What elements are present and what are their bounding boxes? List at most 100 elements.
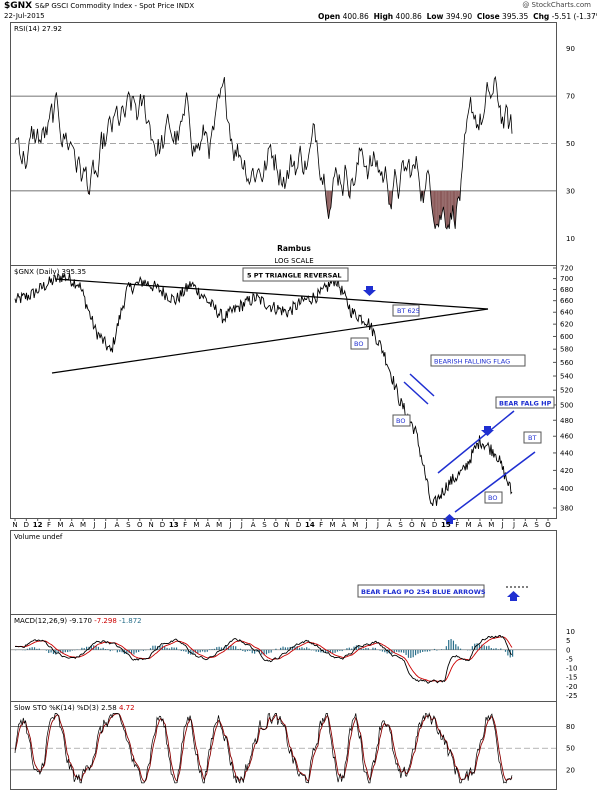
x-tick-label: O — [409, 521, 415, 529]
price-tick-label: 680 — [560, 286, 573, 294]
x-tick-label: A — [387, 521, 392, 529]
macd-hist-bar — [154, 645, 156, 650]
x-tick-label: J — [240, 521, 243, 529]
panel-frames — [10, 22, 557, 790]
macd-hist-bar — [187, 649, 189, 654]
macd-hist-bar — [313, 649, 315, 651]
macd-hist-bar — [384, 649, 386, 653]
arrow-up-icon — [443, 514, 456, 524]
x-tick-label: F — [47, 521, 51, 529]
macd-hist-bar — [199, 649, 201, 653]
price-tick-label: 660 — [560, 297, 573, 305]
macd-hist-bar — [391, 649, 393, 654]
low-value: 394.90 — [445, 12, 473, 21]
macd-hist-bar — [280, 647, 282, 650]
macd-hist-bar — [388, 649, 391, 654]
bear-flag-note-box — [357, 584, 485, 598]
macd-hist-bar — [426, 649, 428, 652]
volume-label: Volume undef — [14, 533, 63, 541]
x-tick-label: F — [319, 521, 323, 529]
macd-hist-bar — [180, 649, 182, 652]
rsi-oversold-fill — [329, 190, 331, 211]
x-tick-label: M — [57, 521, 63, 529]
macd-hist-bar — [306, 647, 308, 650]
macd-hist-bar — [36, 648, 38, 650]
triangle-lower-line — [51, 308, 489, 374]
macd-hist-bar — [393, 649, 395, 653]
price-label: $GNX (Daily) 395.35 — [14, 268, 86, 276]
rsi-oversold-fill — [458, 190, 460, 201]
open-label: Open — [318, 12, 341, 21]
macd-hist-bar — [405, 649, 407, 655]
x-tick-label: J — [92, 521, 95, 529]
sto-tick-label: 80 — [566, 723, 575, 731]
macd-tick-label: -20 — [566, 683, 577, 691]
x-tick-label: 13 — [169, 521, 179, 529]
low-label: Low — [426, 12, 444, 21]
x-tick-label: J — [104, 521, 107, 529]
x-tick-label: M — [488, 521, 494, 529]
volume-panel-frame — [10, 530, 557, 615]
rsi-oversold-fill — [450, 190, 452, 220]
x-tick-label: M — [193, 521, 199, 529]
macd-hist-bar — [57, 649, 59, 653]
macd-hist-bar — [296, 646, 298, 650]
macd-hist-bar — [237, 648, 239, 650]
macd-hist-bar — [481, 644, 483, 650]
x-tick-label: A — [69, 521, 74, 529]
price-tick-label: 640 — [560, 309, 573, 317]
open-value: 400.86 — [342, 12, 369, 21]
macd-hist-bar — [55, 649, 57, 655]
annotation-bo2: BO — [396, 417, 405, 425]
x-tick-label: J — [376, 521, 379, 529]
macd-hist-bar — [315, 649, 317, 652]
macd-hist-bar — [239, 648, 242, 650]
macd-hist-bar — [346, 648, 348, 650]
macd-hist-bar — [218, 646, 220, 650]
macd-hist-bar — [410, 649, 412, 658]
macd-hist-bar — [353, 646, 355, 650]
price-panel-frame — [10, 265, 557, 519]
x-tick-label: D — [432, 521, 437, 529]
macd-hist-bar — [197, 649, 199, 654]
macd-hist-bar — [308, 648, 310, 650]
rsi-tick-label: 10 — [566, 235, 575, 243]
macd-tick-label: -15 — [566, 674, 577, 682]
price-tick-label: 500 — [560, 401, 573, 409]
rsi-oversold-fill — [388, 190, 391, 205]
price-tick-label: 700 — [560, 275, 573, 283]
x-tick-label: M — [216, 521, 222, 529]
macd-hist-bar — [441, 649, 443, 650]
macd-hist-bar — [64, 649, 66, 653]
macd-hist-bar — [332, 649, 334, 654]
macd-hist-bar — [164, 646, 166, 650]
macd-hist-bar — [478, 644, 481, 650]
x-tick-label: F — [455, 521, 459, 529]
macd-hist-bar — [130, 649, 133, 655]
macd-hist-bar — [173, 647, 175, 650]
macd-hist-bar — [258, 649, 260, 653]
x-tick-label: 12 — [33, 521, 43, 529]
macd-hist-bar — [81, 647, 83, 650]
macd-hist-bar — [265, 649, 268, 655]
annotation-bt625: BT 625 — [397, 307, 420, 315]
arrow-down-icon — [363, 286, 376, 296]
macd-hist-bar — [381, 649, 384, 652]
macd-hist-bar — [452, 640, 455, 650]
high-value: 400.86 — [395, 12, 422, 21]
macd-hist-bar — [246, 649, 249, 652]
macd-hist-bar — [407, 649, 410, 658]
macd-hist-bar — [485, 646, 488, 650]
x-axis-labels: N D 12 F M A M J J A S O N D 13 F M A M J J A S O N D 14 F M A M J J A S O N… — [12, 518, 551, 529]
annotation-bt: BT — [528, 434, 536, 442]
x-tick-label: A — [341, 521, 346, 529]
x-tick-label: J — [365, 521, 368, 529]
macd-hist-bar — [325, 649, 327, 653]
macd-hist-bar — [31, 647, 33, 650]
macd-hist-bar — [254, 649, 256, 654]
macd-hist-bar — [97, 646, 100, 650]
annotation-bo1: BO — [354, 340, 363, 348]
macd-hist-bar — [213, 648, 215, 650]
